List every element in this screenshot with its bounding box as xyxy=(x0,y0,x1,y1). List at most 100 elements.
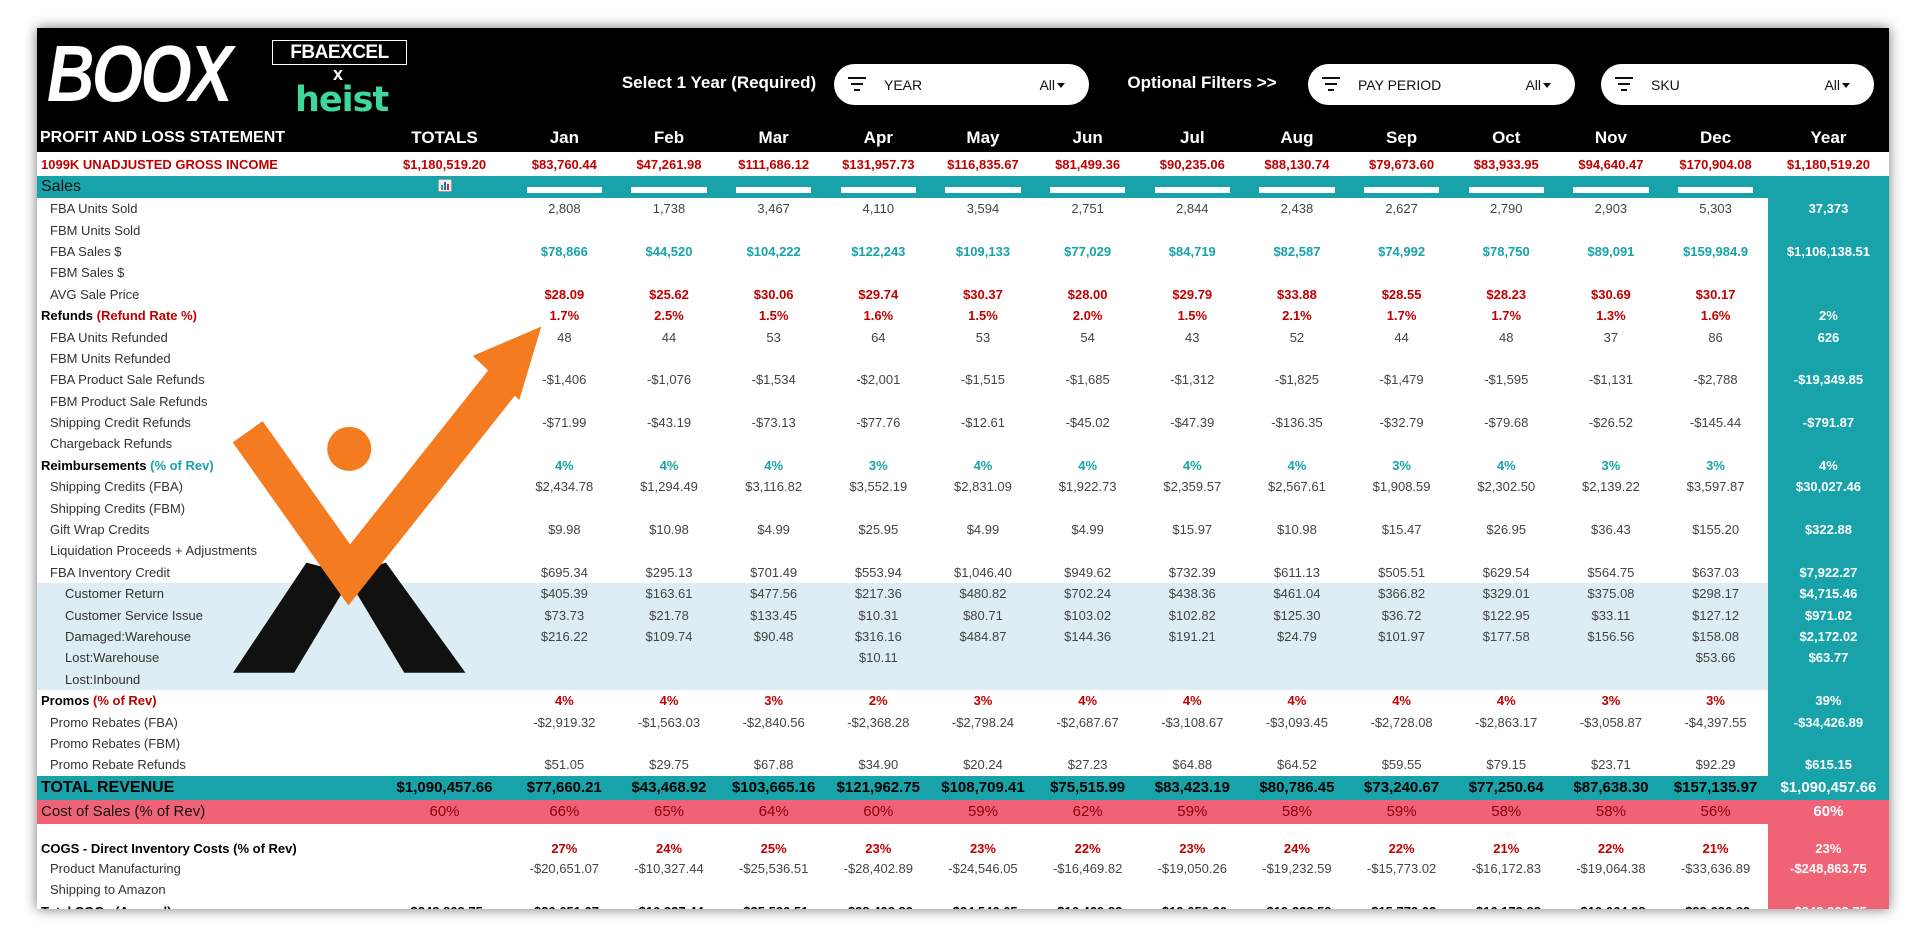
table-row: FBA Inventory Credit $695.34 $295.13 $701.4… xyxy=(37,561,1889,584)
value-cell: -$1,076 xyxy=(646,372,692,388)
value-cell xyxy=(1559,391,1664,412)
value-cell xyxy=(1558,647,1664,669)
table-row: Liquidation Proceeds + Adjustments xyxy=(37,540,1889,562)
row-label: Promo Rebates (FBA) xyxy=(50,714,178,730)
value-cell: $30,027.46 xyxy=(1767,476,1889,498)
value-cell xyxy=(721,219,826,240)
value-cell: $78,750 xyxy=(1482,243,1530,259)
value-cell xyxy=(1767,347,1889,370)
column-header: Jan xyxy=(512,124,617,152)
value-cell: $1,908.59 xyxy=(1372,479,1431,495)
value-cell: -$28,402.89 xyxy=(826,900,931,909)
value-cell: 2% xyxy=(868,693,888,709)
value-cell: 2,903 xyxy=(1594,201,1628,217)
value-cell: -$15,773.02 xyxy=(1349,900,1454,909)
value-cell: 1.6% xyxy=(863,308,894,324)
value-cell xyxy=(1559,348,1664,369)
row-label: 1099K UNADJUSTED GROSS INCOME xyxy=(41,156,278,172)
value-cell: 4% xyxy=(1287,693,1307,709)
filter-dropdown[interactable]: PAY PERIOD All xyxy=(1308,64,1575,105)
row-label: Product Manufacturing xyxy=(50,860,181,876)
filter-label: PAY PERIOD xyxy=(1358,77,1442,93)
value-cell: -$19,232.59 xyxy=(1245,900,1350,909)
mini-bar xyxy=(945,187,1021,193)
spreadsheet-frame: BOOX FBAEXCEL x heist Select 1 Year (Req… xyxy=(37,28,1889,909)
value-cell: 37 xyxy=(1603,329,1619,345)
value-cell: $155.20 xyxy=(1692,522,1740,538)
value-cell xyxy=(1139,647,1245,669)
header-banner: BOOX FBAEXCEL x heist Select 1 Year (Req… xyxy=(37,28,1889,124)
value-cell: 1.5% xyxy=(1177,308,1208,324)
value-cell xyxy=(616,668,722,690)
row-label-cell: Total COGs (Accrual) xyxy=(37,900,377,909)
value-cell: 3% xyxy=(1706,693,1725,709)
value-cell: $75,515.99 xyxy=(1035,775,1140,800)
value-cell xyxy=(1454,219,1559,240)
row-label-cell: FBA Units Sold xyxy=(37,198,377,219)
filter-dropdown[interactable]: SKU All xyxy=(1601,64,1874,105)
value-cell: -$16,172.83 xyxy=(1471,860,1541,876)
value-cell xyxy=(1140,733,1245,754)
value-cell: $30.17 xyxy=(1695,286,1736,302)
column-header: Jul xyxy=(1139,124,1245,152)
value-cell: $144.36 xyxy=(1035,625,1140,648)
value-cell xyxy=(1244,647,1350,669)
row-label: FBA Inventory Credit xyxy=(50,564,170,580)
value-cell: -$77.76 xyxy=(856,415,901,431)
value-cell: -$32.79 xyxy=(1379,415,1424,431)
value-cell xyxy=(1558,668,1664,690)
value-cell xyxy=(377,824,512,858)
value-cell xyxy=(721,262,826,283)
table-row: Shipping to Amazon xyxy=(37,878,1889,901)
row-label: Chargeback Refunds xyxy=(50,436,173,452)
row-label: Lost:Warehouse xyxy=(65,650,160,666)
column-header: Feb xyxy=(616,124,722,152)
value-cell xyxy=(721,879,826,900)
value-cell: -$3,108.67 xyxy=(1161,714,1224,730)
value-cell: $28.55 xyxy=(1381,286,1422,302)
table-row: COGS - Direct Inventory Costs (% of Rev)… xyxy=(37,823,1889,858)
value-cell: $637.03 xyxy=(1692,564,1740,580)
column-header: Mar xyxy=(721,124,826,152)
value-cell: -$4,397.55 xyxy=(1684,714,1747,730)
value-cell: $375.08 xyxy=(1558,583,1664,605)
filter-icon xyxy=(1322,77,1340,91)
value-cell xyxy=(1663,668,1768,690)
value-cell xyxy=(721,733,826,754)
value-cell: $122,243 xyxy=(851,243,906,259)
value-cell xyxy=(1453,176,1559,198)
value-cell: -$20,651.07 xyxy=(512,900,617,909)
value-cell: 3% xyxy=(1706,457,1725,473)
row-label: AVG Sale Price xyxy=(50,286,140,302)
mini-bar xyxy=(735,187,812,193)
value-cell xyxy=(1140,219,1245,240)
value-cell: 3% xyxy=(973,693,993,709)
value-cell: $78,866 xyxy=(540,243,588,259)
filter-dropdown[interactable]: YEAR All xyxy=(834,64,1089,105)
value-cell: $564.75 xyxy=(1587,564,1635,580)
value-cell: 54 xyxy=(1080,329,1095,345)
value-cell xyxy=(930,176,1036,198)
table-row: Lost:Warehouse $10.11 $53.66 $63.77 xyxy=(37,647,1889,669)
value-cell xyxy=(1767,390,1889,412)
value-cell xyxy=(1663,219,1768,240)
mini-bar xyxy=(1363,187,1440,193)
value-cell xyxy=(377,711,512,732)
value-cell xyxy=(721,391,826,412)
value-cell xyxy=(1244,176,1350,198)
value-cell xyxy=(377,647,513,669)
table-row: FBM Units Sold xyxy=(37,219,1889,241)
value-cell: $90.48 xyxy=(721,625,826,648)
row-label: Shipping Credits (FBA) xyxy=(50,479,183,495)
value-cell xyxy=(1349,879,1454,900)
value-cell: -$1,515 xyxy=(960,372,1006,388)
value-cell: $2,434.78 xyxy=(535,479,594,495)
value-cell xyxy=(1558,176,1664,198)
value-cell: $10.98 xyxy=(1277,522,1317,538)
value-cell xyxy=(512,497,617,518)
value-cell: -$12.61 xyxy=(960,415,1006,431)
optional-prompt: Optional Filters >> xyxy=(1127,73,1277,92)
value-cell xyxy=(512,668,617,690)
row-label: Promo Rebate Refunds xyxy=(50,757,186,773)
value-cell xyxy=(377,369,512,390)
